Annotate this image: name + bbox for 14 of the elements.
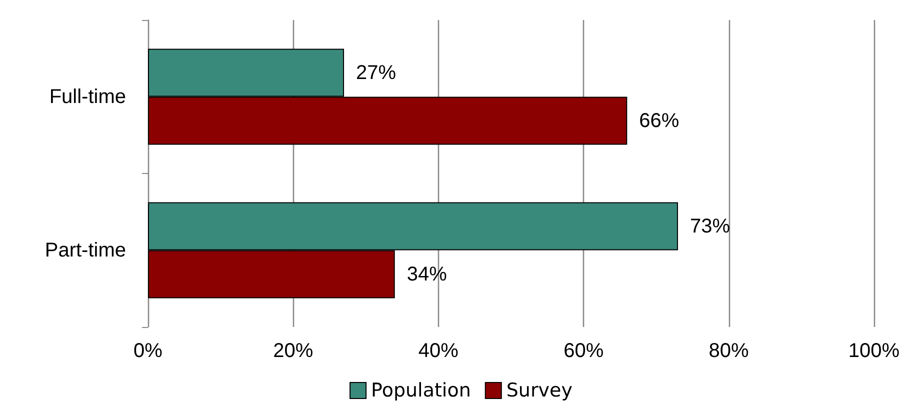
- legend-label: Survey: [506, 380, 572, 402]
- legend-label: Population: [371, 380, 471, 402]
- data-label: 66%: [639, 110, 680, 132]
- y-tick-label: Full-time: [49, 86, 126, 108]
- data-label: 27%: [356, 62, 396, 84]
- x-tick-label: 40%: [418, 340, 459, 362]
- y-tick-label: Part-time: [44, 239, 126, 262]
- data-label: 34%: [406, 263, 448, 286]
- x-tick-label: 100%: [848, 340, 900, 362]
- data-label: 73%: [690, 215, 730, 238]
- x-tick-label: 60%: [564, 340, 604, 362]
- x-tick-label: 20%: [273, 340, 314, 362]
- x-tick-label: 80%: [708, 340, 750, 362]
- x-tick-label: 0%: [134, 340, 163, 362]
